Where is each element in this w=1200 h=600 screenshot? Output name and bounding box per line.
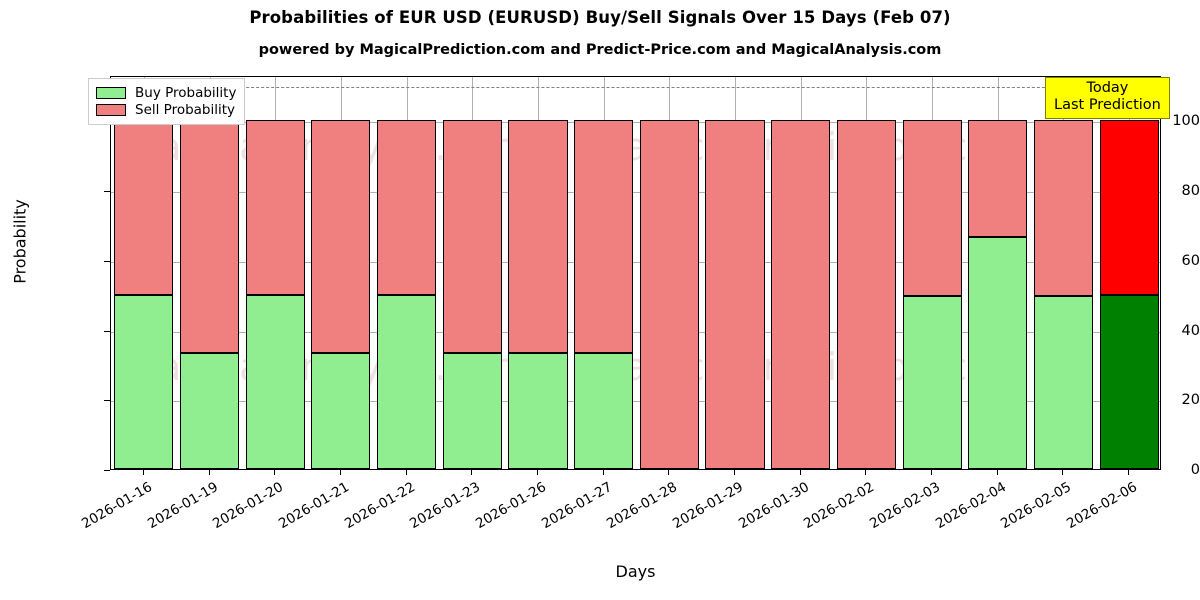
bar-segment-buy[interactable] — [968, 236, 1028, 469]
bar-segment-sell[interactable] — [1099, 120, 1159, 295]
today-annotation-line1: Today — [1086, 80, 1129, 96]
x-tick-mark — [142, 470, 144, 475]
bar-segment-sell[interactable] — [574, 120, 634, 353]
bar-group[interactable] — [705, 77, 765, 469]
bar-segment-buy[interactable] — [1033, 296, 1094, 469]
y-tick-label: 100 — [1172, 113, 1200, 130]
y-tick-mark — [104, 400, 110, 402]
today-annotation: Today Last Prediction — [1045, 77, 1170, 120]
bar-group[interactable] — [508, 77, 568, 469]
legend-swatch-icon — [96, 86, 126, 99]
bar-group[interactable] — [639, 77, 699, 469]
x-tick-mark — [405, 470, 407, 475]
bar-segment-buy[interactable] — [508, 352, 568, 469]
x-tick-mark — [602, 470, 604, 475]
bar-segment-sell[interactable] — [377, 120, 437, 295]
y-tick-label: 20 — [1181, 392, 1200, 409]
bar-segment-sell[interactable] — [902, 120, 962, 297]
bar-segment-sell[interactable] — [836, 120, 896, 469]
gridline-horizontal — [111, 122, 1160, 124]
bar-segment-sell[interactable] — [442, 120, 502, 353]
y-tick-mark — [104, 191, 110, 193]
gridline-horizontal — [111, 331, 1160, 333]
bar-segment-buy[interactable] — [574, 352, 634, 469]
bar-segment-buy[interactable] — [902, 296, 962, 469]
bar-segment-sell[interactable] — [968, 120, 1028, 237]
bar-group[interactable] — [114, 77, 174, 469]
chart-legend: Buy Probability Sell Probability — [88, 78, 246, 125]
x-tick-mark — [1128, 470, 1130, 475]
bar-segment-buy[interactable] — [1099, 294, 1159, 469]
bar-segment-buy[interactable] — [179, 352, 240, 469]
legend-label: Sell Probability — [135, 101, 236, 118]
bar-segment-sell[interactable] — [245, 120, 305, 295]
today-annotation-line2: Last Prediction — [1054, 97, 1161, 114]
bar-segment-buy[interactable] — [311, 352, 371, 469]
x-tick-mark — [865, 470, 867, 475]
bar-group[interactable] — [179, 77, 240, 469]
x-tick-mark — [1062, 470, 1064, 475]
bar-segment-buy[interactable] — [114, 294, 174, 469]
bar-group[interactable] — [968, 77, 1028, 469]
bar-segment-buy[interactable] — [442, 352, 502, 469]
x-tick-mark — [208, 470, 210, 475]
x-tick-mark — [996, 470, 998, 475]
gridline-horizontal — [111, 261, 1160, 263]
bar-group[interactable] — [311, 77, 371, 469]
x-tick-mark — [536, 470, 538, 475]
y-tick-label: 80 — [1181, 183, 1200, 200]
bar-segment-buy[interactable] — [377, 294, 437, 469]
x-tick-mark — [799, 470, 801, 475]
bar-segment-sell[interactable] — [705, 120, 765, 469]
bar-segment-sell[interactable] — [508, 120, 568, 353]
y-tick-mark — [104, 260, 110, 262]
y-axis-label: Probability — [10, 199, 30, 284]
bar-group[interactable] — [377, 77, 437, 469]
y-tick-mark — [104, 470, 110, 471]
bar-group[interactable] — [245, 77, 305, 469]
legend-item[interactable]: Sell Probability — [96, 101, 236, 118]
bar-group[interactable] — [771, 77, 831, 469]
x-tick-mark — [734, 470, 736, 475]
gridline-horizontal — [111, 401, 1160, 403]
bar-segment-buy[interactable] — [245, 294, 305, 469]
threshold-dashed-line — [111, 87, 1160, 89]
bar-segment-sell[interactable] — [1033, 120, 1094, 297]
chart-subtitle: powered by MagicalPrediction.com and Pre… — [258, 42, 942, 58]
y-tick-label: 40 — [1181, 322, 1200, 339]
legend-swatch-icon — [96, 103, 126, 116]
bar-group[interactable] — [1033, 77, 1094, 469]
y-tick-label: 60 — [1181, 252, 1200, 269]
bar-segment-sell[interactable] — [771, 120, 831, 469]
bar-segment-sell[interactable] — [114, 120, 174, 295]
bar-group[interactable] — [902, 77, 962, 469]
x-tick-mark — [339, 470, 341, 475]
x-tick-mark — [471, 470, 473, 475]
bar-group[interactable] — [574, 77, 634, 469]
bar-group[interactable] — [442, 77, 502, 469]
legend-label: Buy Probability — [135, 84, 237, 101]
x-tick-mark — [931, 470, 933, 475]
bar-segment-sell[interactable] — [311, 120, 371, 353]
page-title: Probabilities of EUR USD (EURUSD) Buy/Se… — [249, 8, 951, 27]
bar-group[interactable] — [836, 77, 896, 469]
x-tick-mark — [668, 470, 670, 475]
gridline-horizontal — [111, 192, 1160, 194]
y-tick-label: 0 — [1190, 462, 1200, 478]
x-axis-label: Days — [615, 562, 656, 581]
x-tick-mark — [274, 470, 276, 475]
plot-area: MagicalAnalysis.comMagicalPrediction.com… — [110, 76, 1161, 470]
bar-segment-sell[interactable] — [179, 120, 240, 353]
y-tick-mark — [104, 330, 110, 332]
bar-segment-sell[interactable] — [639, 120, 699, 469]
legend-item[interactable]: Buy Probability — [96, 84, 236, 101]
bar-group[interactable] — [1099, 77, 1159, 469]
